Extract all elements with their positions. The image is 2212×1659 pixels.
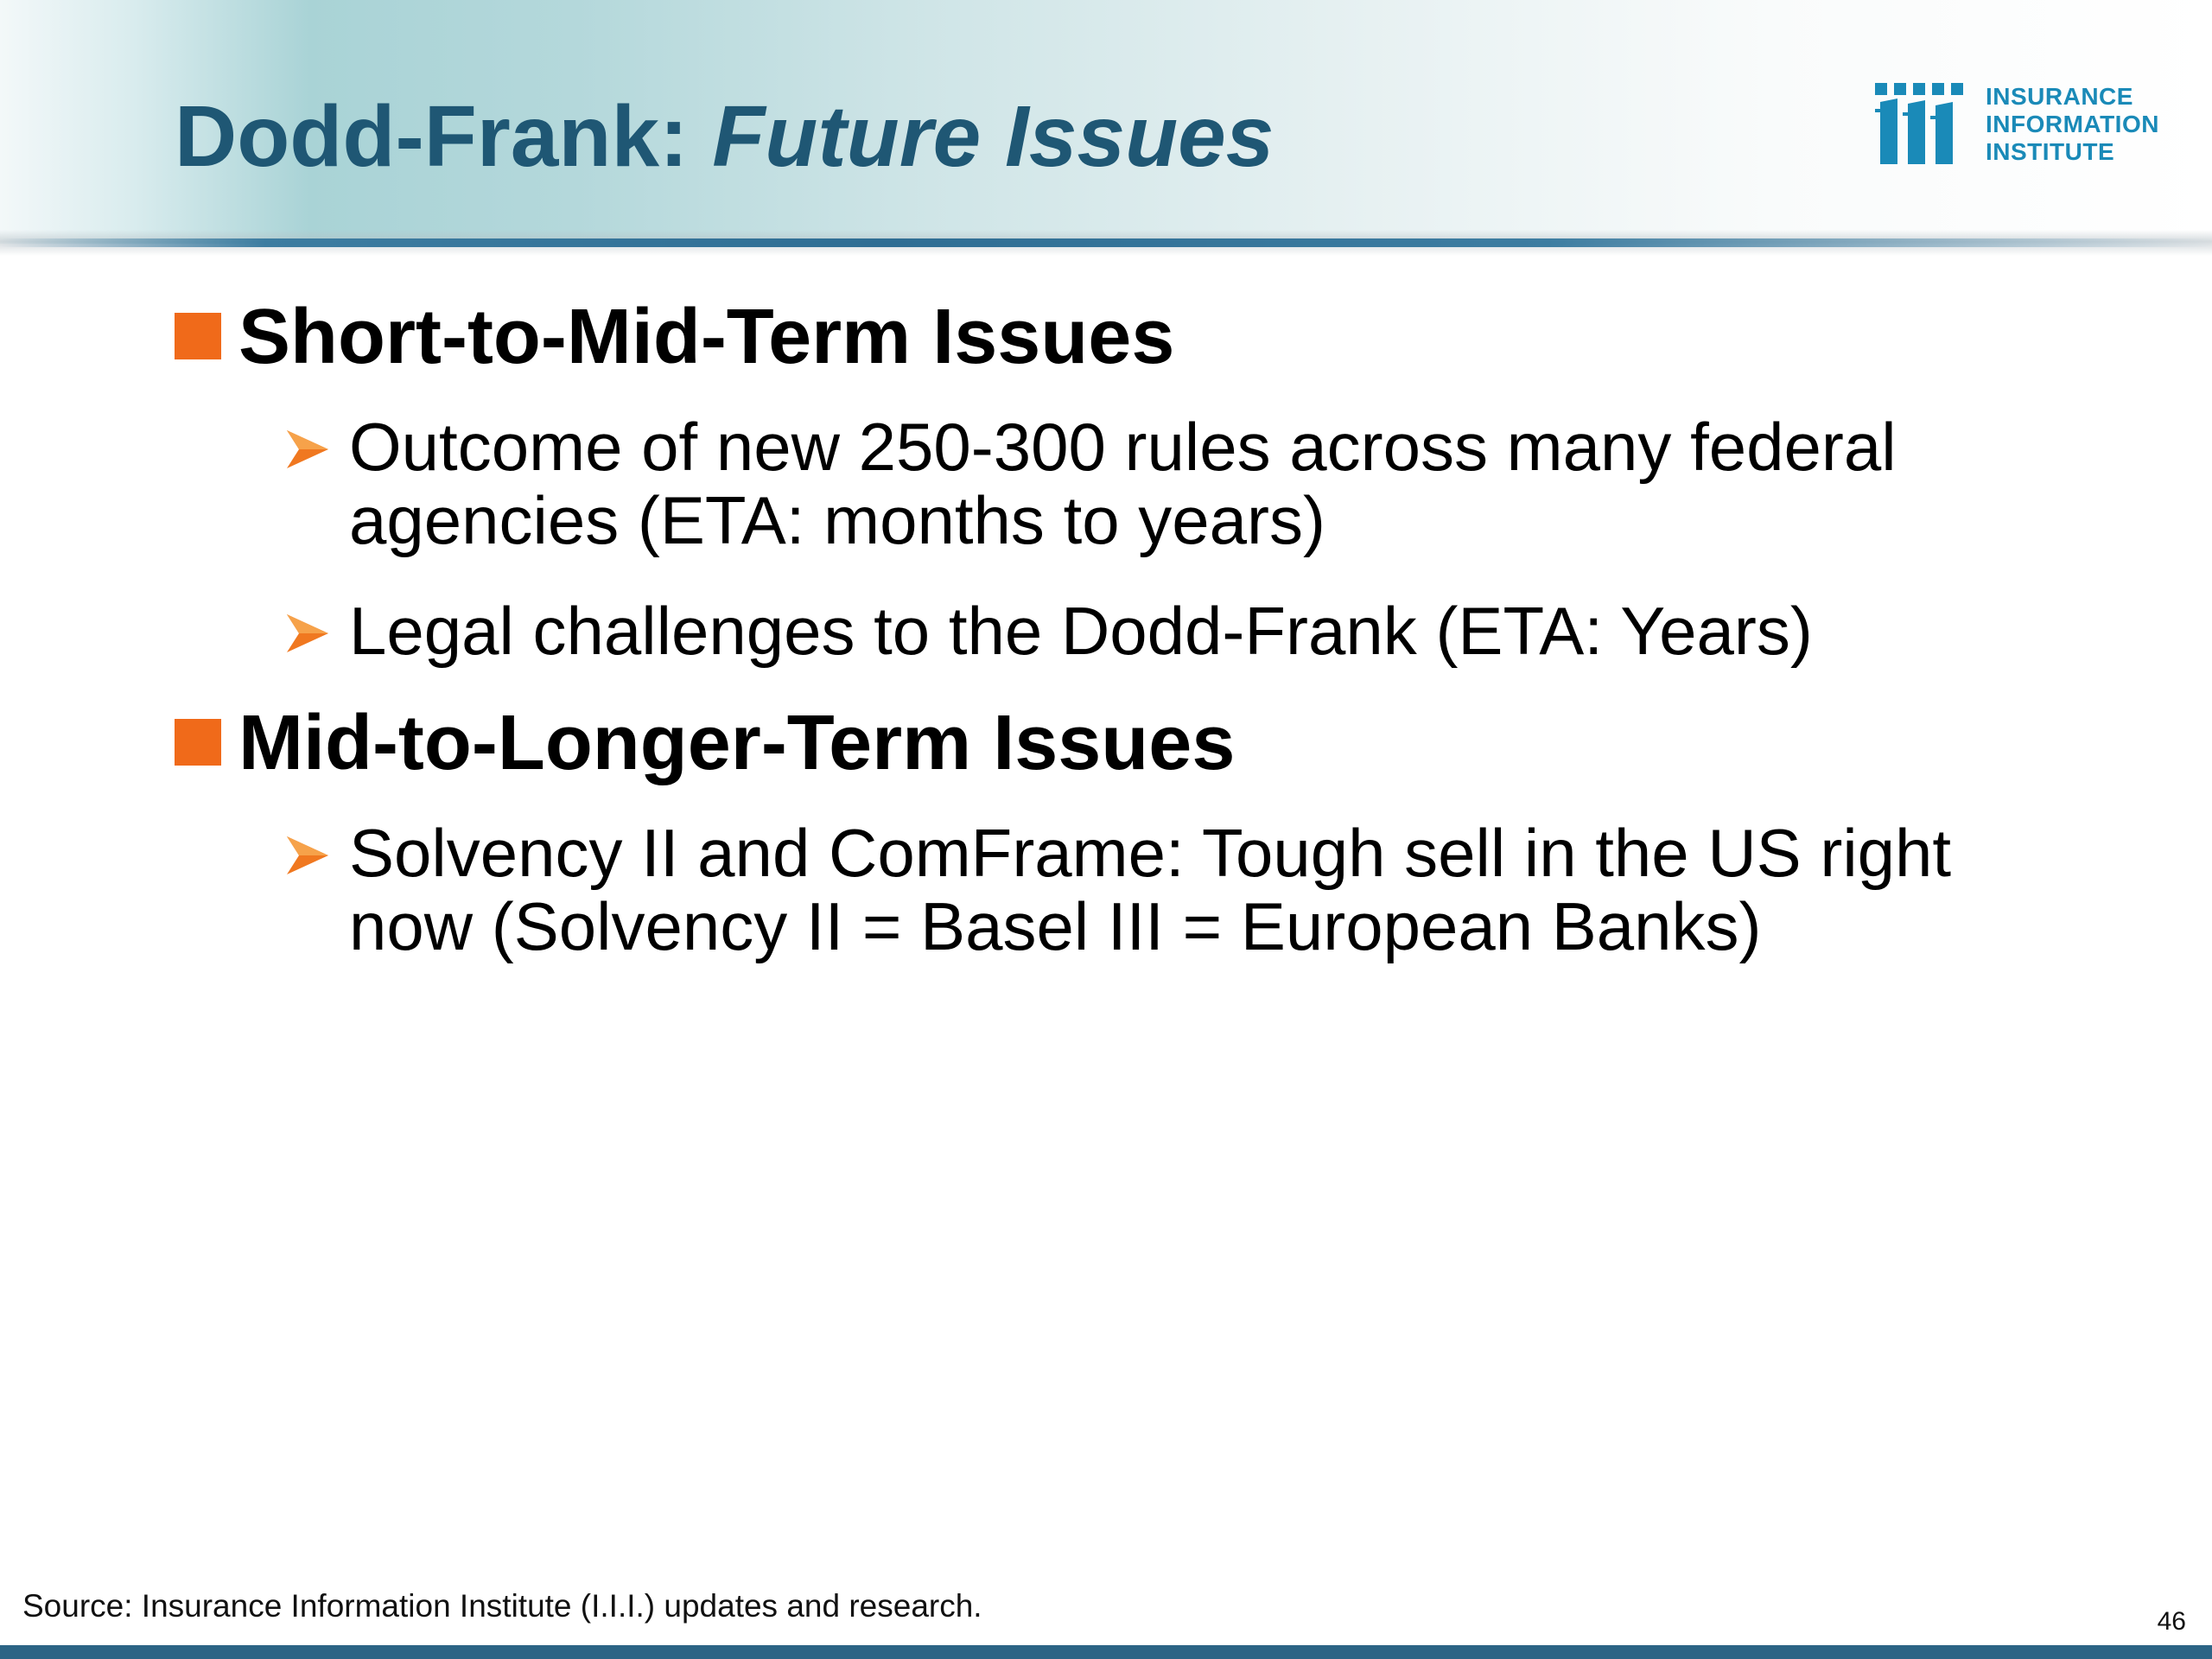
logo-line-3: INSTITUTE: [1986, 138, 2115, 165]
slide-title: Dodd-Frank: Future Issues: [175, 93, 1274, 180]
source-note: Source: Insurance Information Institute …: [22, 1588, 982, 1624]
page-number: 46: [2157, 1607, 2186, 1636]
bullet-square: [175, 313, 221, 359]
bottom-bar: [0, 1645, 2212, 1659]
arrow-bullet-icon: [287, 614, 328, 652]
iii-logo-icon: [1875, 83, 1963, 164]
bullet-square: [175, 719, 221, 766]
arrow-bullet-icon: [287, 430, 328, 468]
title-main: Dodd-Frank:: [175, 88, 689, 185]
logo-line-1: INSURANCE: [1986, 83, 2133, 110]
section-heading-2: Mid-to-Longer-Term Issues: [238, 700, 1236, 786]
section-heading-1: Short-to-Mid-Term Issues: [238, 294, 1175, 380]
bullet-text-2-1: Solvency II and ComFrame: Tough sell in …: [349, 815, 1952, 964]
slide-header: [0, 0, 2212, 244]
arrow-bullet-icon: [287, 836, 328, 874]
logo-text: INSURANCE INFORMATION INSTITUTE: [1986, 83, 2159, 166]
logo-line-2: INFORMATION: [1986, 111, 2159, 137]
title-italic: Future Issues: [712, 88, 1274, 185]
bullet-text-1-1: Outcome of new 250-300 rules across many…: [349, 409, 1897, 558]
header-divider: [0, 238, 2212, 247]
bullet-text-1-2: Legal challenges to the Dodd-Frank (ETA:…: [349, 593, 1813, 669]
